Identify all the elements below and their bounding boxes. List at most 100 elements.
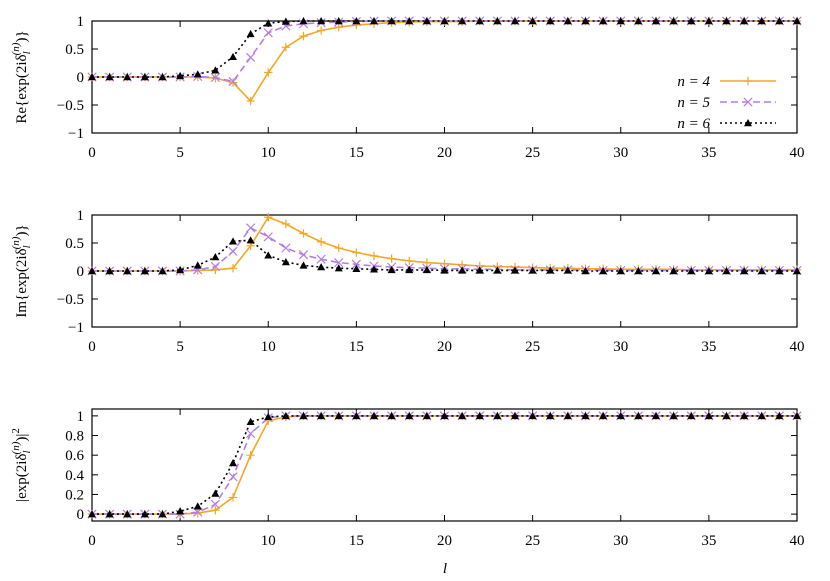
y-axis-label: |exp(2iδl(n))|2 (10, 428, 33, 502)
data-point (317, 263, 326, 271)
data-point (334, 17, 343, 25)
data-point (228, 472, 238, 482)
x-tick-label: 5 (176, 145, 184, 161)
data-point (475, 266, 484, 274)
y-axis-label-part: (n) (10, 441, 22, 454)
data-point (493, 266, 502, 274)
data-point (140, 267, 149, 275)
data-point (669, 411, 678, 420)
x-tick-label: 35 (701, 533, 716, 549)
data-point (281, 219, 291, 229)
data-point (405, 411, 414, 420)
data-point (387, 411, 396, 420)
data-point (563, 17, 572, 25)
x-axis-label: l (443, 561, 447, 577)
y-tick-label: 0.4 (65, 468, 84, 484)
y-axis-label-part: Re{exp(2iδ (14, 54, 30, 123)
series-n=6 (88, 17, 801, 81)
data-point (352, 17, 361, 25)
data-point (299, 261, 308, 269)
data-point (317, 17, 326, 25)
data-point (228, 78, 238, 87)
data-point (493, 411, 502, 420)
data-point (757, 267, 766, 275)
series-n=4 (87, 16, 802, 106)
data-point (299, 411, 308, 420)
data-point (193, 261, 202, 269)
data-point (158, 73, 167, 81)
y-tick-label: 1 (77, 208, 85, 224)
data-point (652, 411, 660, 420)
data-point (581, 411, 590, 420)
data-point (793, 17, 801, 25)
y-axis-label-part: Im{exp(2iδ (14, 248, 30, 317)
x-tick-label: 30 (613, 533, 628, 549)
data-point (475, 411, 484, 420)
y-tick-label: 0.5 (65, 42, 84, 58)
data-point (281, 258, 290, 266)
data-point (228, 76, 238, 87)
data-point (334, 243, 343, 253)
legend-label: n = 4 (677, 74, 710, 90)
data-point (687, 267, 696, 275)
data-point (370, 265, 378, 273)
data-point (281, 43, 291, 52)
series-line (92, 20, 797, 78)
panel-modulus-squared: 0 5 10 15 20 25 30 35 40 0 0.2 0.4 0.6 0.8 1 |exp(2iδl(… (10, 408, 805, 549)
data-point (652, 267, 660, 275)
data-point (405, 17, 414, 25)
data-point (740, 411, 749, 420)
data-point (176, 71, 185, 80)
data-point (246, 223, 256, 233)
data-point (387, 254, 396, 263)
y-axis-label-part: (n) (10, 236, 22, 249)
x-tick-label: 25 (525, 145, 540, 161)
data-point (775, 267, 784, 275)
x-tick-label: 10 (261, 145, 276, 161)
x-tick-label: 30 (613, 145, 628, 161)
y-axis-label-part: l (21, 245, 33, 248)
data-point (616, 17, 625, 25)
x-tick-label: 20 (437, 533, 452, 549)
legend-marker (744, 119, 752, 127)
data-point (599, 267, 608, 275)
x-tick-label: 15 (349, 339, 364, 355)
data-point (370, 411, 378, 420)
series-line (92, 415, 797, 515)
y-tick-label: 0 (77, 70, 85, 86)
data-point (264, 19, 273, 27)
data-point (528, 411, 537, 420)
y-tick-label: 0.6 (65, 448, 84, 464)
legend: n = 4 n = 5 n = 6 (677, 74, 776, 132)
data-point (210, 499, 220, 509)
x-tick-label: 25 (525, 339, 540, 355)
data-point (511, 266, 519, 274)
data-point (687, 17, 696, 25)
data-point (687, 411, 696, 420)
y-axis-label-part: )} (14, 224, 30, 236)
data-point (740, 267, 749, 275)
y-axis-label-part: (n) (10, 42, 22, 55)
data-point (351, 259, 361, 269)
data-point (458, 266, 467, 274)
data-point (634, 411, 643, 420)
data-point (616, 411, 625, 420)
data-point (298, 250, 309, 260)
data-point (669, 267, 678, 275)
data-point (422, 411, 431, 420)
data-point (105, 73, 114, 81)
data-point (211, 489, 220, 497)
y-tick-label: −0.5 (57, 292, 84, 308)
data-point (263, 28, 273, 38)
panel-imaginary-part: 0 5 10 15 20 25 30 35 40 −1 −0.5 0 0.5 1 Im{exp(2iδl(n… (10, 208, 805, 355)
y-axis-label-part: |exp(2iδ (14, 453, 30, 501)
y-axis-label-part: l (21, 51, 33, 54)
data-point (599, 411, 608, 420)
data-point (105, 510, 114, 518)
data-point (263, 232, 273, 242)
x-tick-label: 10 (261, 533, 276, 549)
y-axis-label-part: )| (14, 434, 30, 442)
y-axis-label-part: 2 (10, 428, 22, 434)
data-point (422, 17, 431, 25)
